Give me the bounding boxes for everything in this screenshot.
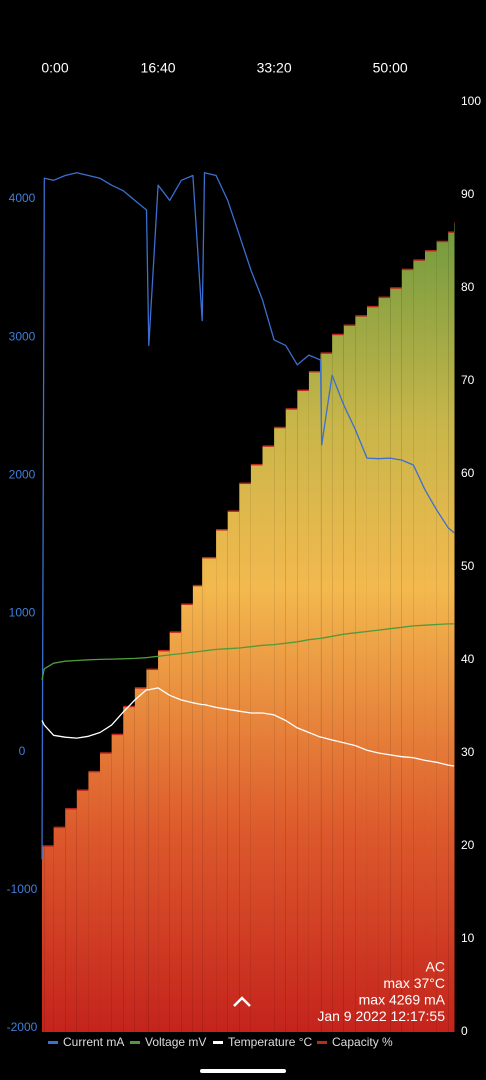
- annotation: max 4269 mA: [359, 992, 446, 1008]
- capacity-area: [424, 250, 437, 1033]
- capacity-area: [202, 557, 205, 1032]
- legend-swatch: [130, 1041, 140, 1044]
- legend-swatch: [48, 1041, 58, 1044]
- y2-tick-label: 40: [461, 652, 475, 666]
- y-tick-label: 1000: [9, 606, 36, 620]
- capacity-area: [100, 753, 112, 1032]
- capacity-area: [250, 464, 263, 1032]
- y2-tick-label: 80: [461, 280, 475, 294]
- capacity-area: [320, 353, 322, 1033]
- capacity-area: [262, 446, 275, 1033]
- annotation: Jan 9 2022 12:17:55: [317, 1008, 445, 1024]
- legend-label: Voltage mV: [145, 1035, 206, 1049]
- capacity-area: [239, 483, 251, 1032]
- series-line: [41, 687, 455, 767]
- legend-label: Capacity %: [332, 1035, 393, 1049]
- capacity-area: [297, 390, 309, 1032]
- expand-chevron[interactable]: [233, 996, 251, 1007]
- capacity-area: [227, 511, 240, 1032]
- capacity-area: [44, 846, 54, 1032]
- y2-tick-label: 20: [461, 838, 475, 852]
- home-indicator[interactable]: [200, 1069, 286, 1073]
- y2-tick-label: 30: [461, 745, 475, 759]
- y2-tick-label: 100: [461, 94, 481, 108]
- capacity-area: [76, 790, 89, 1032]
- capacity-area: [401, 269, 414, 1032]
- y2-tick-label: 50: [461, 559, 475, 573]
- capacity-area: [148, 669, 159, 1032]
- capacity-area: [308, 371, 321, 1032]
- y-tick-label: 0: [19, 744, 26, 758]
- capacity-area: [448, 232, 454, 1032]
- legend-swatch: [317, 1041, 327, 1044]
- capacity-area: [390, 288, 402, 1032]
- y-tick-label: -1000: [7, 882, 38, 896]
- capacity-area: [436, 241, 449, 1032]
- capacity-area: [321, 353, 333, 1033]
- y2-tick-label: 90: [461, 187, 475, 201]
- y-tick-label: 3000: [9, 329, 36, 343]
- y2-tick-label: 60: [461, 466, 475, 480]
- capacity-area: [274, 427, 286, 1032]
- x-tick-label: 0:00: [41, 60, 68, 76]
- capacity-area: [65, 808, 77, 1032]
- series-line: [41, 623, 454, 680]
- capacity-area: [123, 706, 135, 1032]
- capacity-area: [42, 846, 45, 1032]
- y-tick-label: -2000: [7, 1020, 38, 1034]
- capacity-area: [343, 325, 356, 1032]
- y-tick-label: 4000: [9, 191, 36, 205]
- capacity-area: [332, 334, 344, 1032]
- y2-tick-label: 70: [461, 373, 475, 387]
- legend-label: Temperature °C: [228, 1035, 312, 1049]
- capacity-area: [158, 650, 170, 1032]
- capacity-area: [169, 632, 182, 1032]
- capacity-area: [285, 408, 298, 1032]
- capacity-area: [413, 260, 425, 1033]
- x-tick-label: 33:20: [257, 60, 292, 76]
- capacity-area: [88, 771, 101, 1032]
- legend-label: Current mA: [63, 1035, 124, 1049]
- annotation: max 37°C: [383, 975, 445, 991]
- capacity-area: [378, 297, 391, 1032]
- y-tick-label: 2000: [9, 467, 36, 481]
- capacity-area: [204, 557, 217, 1032]
- x-tick-label: 16:40: [141, 60, 176, 76]
- capacity-area: [216, 529, 228, 1032]
- capacity-area: [366, 306, 379, 1033]
- plot: [41, 172, 455, 1033]
- capacity-area: [146, 669, 149, 1032]
- capacity-area: [192, 585, 203, 1032]
- capacity-area: [53, 827, 66, 1032]
- y2-tick-label: 10: [461, 931, 475, 945]
- series-line: [41, 172, 455, 860]
- legend-swatch: [213, 1041, 223, 1044]
- capacity-area: [454, 222, 455, 1032]
- y2-tick-label: 0: [461, 1024, 468, 1038]
- capacity-area: [111, 734, 124, 1032]
- capacity-area: [355, 315, 367, 1032]
- capacity-area: [181, 604, 193, 1032]
- annotation: AC: [426, 959, 445, 975]
- capacity-area: [134, 687, 147, 1032]
- x-tick-label: 50:00: [373, 60, 408, 76]
